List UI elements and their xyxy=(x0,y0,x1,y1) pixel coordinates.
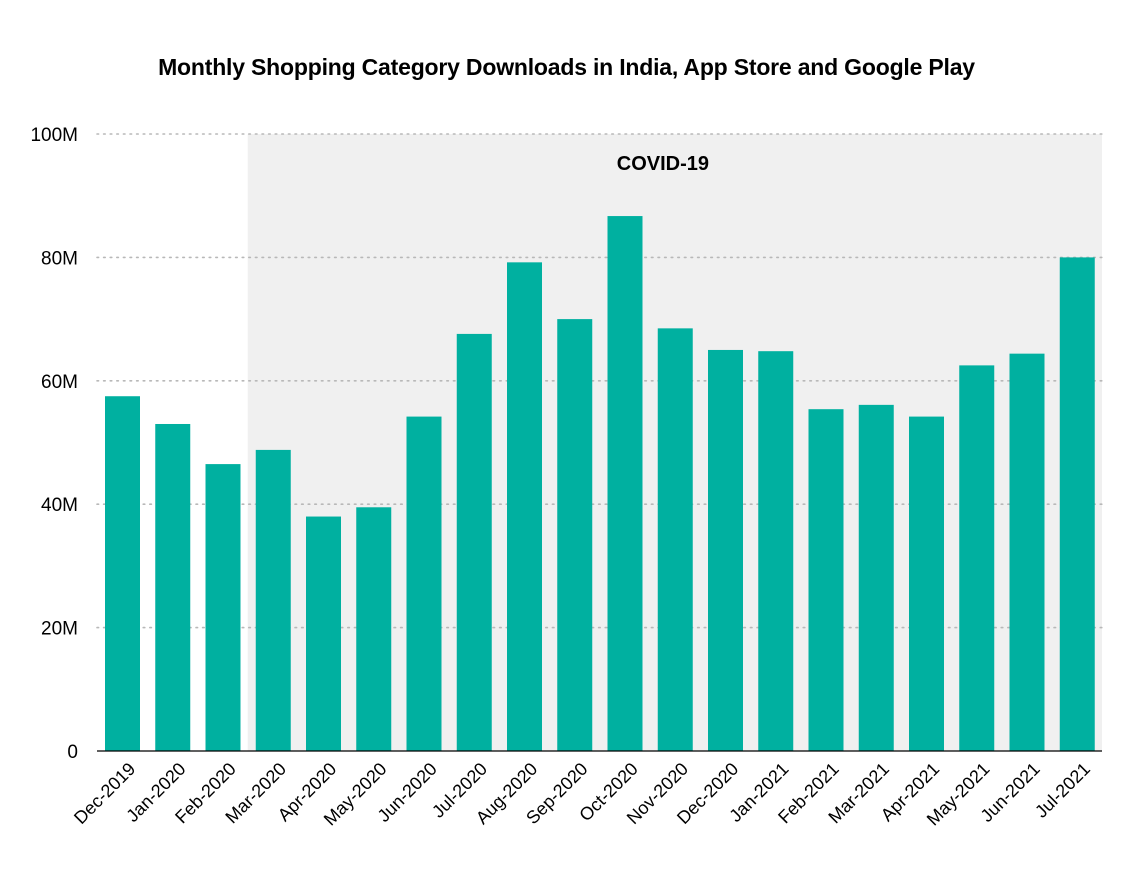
x-tick-label: Jul-2021 xyxy=(1031,759,1094,822)
chart-title: Monthly Shopping Category Downloads in I… xyxy=(158,54,975,80)
bar-dec-2019 xyxy=(105,396,140,751)
bar-jan-2020 xyxy=(155,423,191,751)
bar-may-2021 xyxy=(959,365,995,751)
bar-mar-2021 xyxy=(858,404,894,751)
bar-may-2020 xyxy=(356,507,392,751)
bar-feb-2021 xyxy=(808,409,844,751)
y-tick-label: 40M xyxy=(41,495,78,516)
bar-jul-2020 xyxy=(456,333,492,751)
bar-apr-2020 xyxy=(306,516,341,751)
y-tick-label: 80M xyxy=(41,248,78,269)
bar-sep-2020 xyxy=(557,319,593,751)
bar-apr-2021 xyxy=(909,416,944,751)
bar-jun-2021 xyxy=(1009,353,1045,751)
y-tick-label: 100M xyxy=(30,125,78,146)
bar-aug-2020 xyxy=(507,262,542,751)
bar-jul-2021 xyxy=(1059,257,1095,751)
bar-oct-2020 xyxy=(607,216,643,751)
y-tick-label: 0 xyxy=(67,742,78,763)
bar-mar-2020 xyxy=(255,449,291,751)
covid-label: COVID-19 xyxy=(617,153,709,175)
bar-nov-2020 xyxy=(657,328,693,751)
bar-jun-2020 xyxy=(406,416,442,751)
bar-dec-2020 xyxy=(708,349,743,751)
bar-feb-2020 xyxy=(205,464,241,751)
bar-jan-2021 xyxy=(758,351,794,751)
y-tick-label: 20M xyxy=(41,619,78,640)
y-tick-label: 60M xyxy=(41,372,78,393)
